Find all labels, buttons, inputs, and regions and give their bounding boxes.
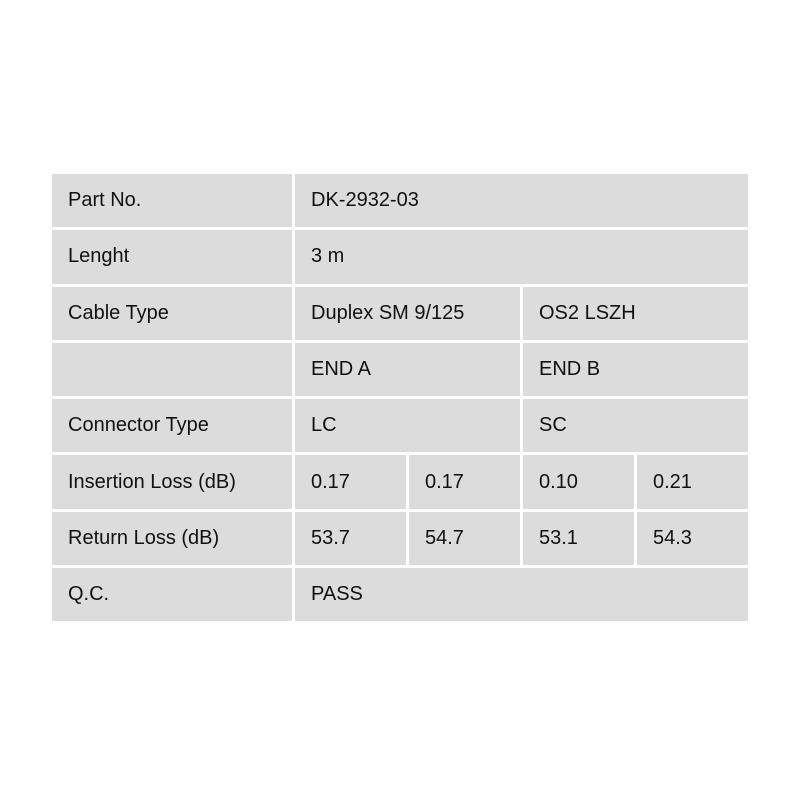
value-qc: PASS	[295, 568, 748, 622]
value-part-no: DK-2932-03	[295, 174, 748, 228]
value-insertion-loss-3: 0.10	[523, 455, 634, 509]
label-insertion-loss: Insertion Loss (dB)	[52, 455, 292, 509]
label-connector-type: Connector Type	[52, 399, 292, 453]
value-connector-a: LC	[295, 399, 520, 453]
label-ends	[52, 342, 292, 397]
label-part-no: Part No.	[52, 174, 292, 228]
value-connector-b: SC	[523, 399, 748, 453]
label-return-loss: Return Loss (dB)	[52, 511, 292, 566]
label-length: Lenght	[52, 230, 292, 284]
value-insertion-loss-1: 0.17	[295, 455, 406, 509]
header-end-b: END B	[523, 342, 748, 397]
value-return-loss-1: 53.7	[295, 511, 406, 566]
value-cable-type-2: OS2 LSZH	[523, 286, 748, 340]
label-cable-type: Cable Type	[52, 286, 292, 340]
label-qc: Q.C.	[52, 568, 292, 622]
spec-table: Part No. DK-2932-03 Lenght 3 m Cable Typ…	[52, 174, 748, 622]
value-length: 3 m	[295, 230, 748, 284]
value-insertion-loss-4: 0.21	[637, 455, 748, 509]
value-return-loss-4: 54.3	[637, 511, 748, 566]
header-end-a: END A	[295, 342, 520, 397]
value-insertion-loss-2: 0.17	[409, 455, 520, 509]
value-return-loss-3: 53.1	[523, 511, 634, 566]
value-return-loss-2: 54.7	[409, 511, 520, 566]
value-cable-type-1: Duplex SM 9/125	[295, 286, 520, 340]
